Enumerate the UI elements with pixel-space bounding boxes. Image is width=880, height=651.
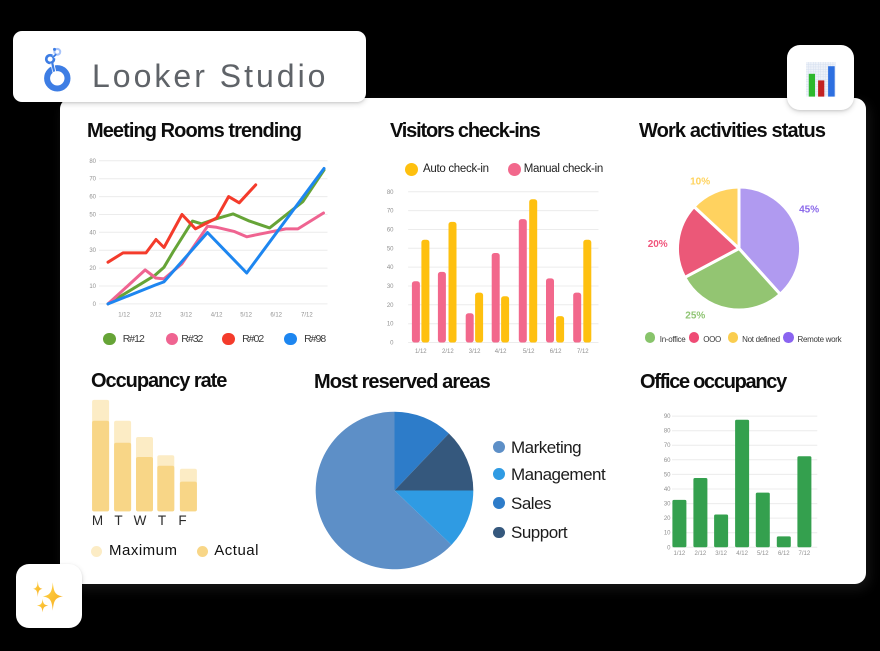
svg-text:T: T — [158, 513, 166, 528]
svg-text:5/12: 5/12 — [523, 349, 535, 355]
svg-text:50: 50 — [89, 213, 96, 219]
svg-text:20: 20 — [387, 303, 394, 309]
svg-text:6/12: 6/12 — [550, 349, 562, 355]
svg-text:5/12: 5/12 — [757, 551, 769, 557]
svg-text:4/12: 4/12 — [211, 312, 223, 318]
svg-text:2/12: 2/12 — [442, 349, 454, 355]
svg-text:50: 50 — [664, 472, 671, 478]
svg-text:45%: 45% — [799, 204, 819, 215]
svg-text:7/12: 7/12 — [799, 551, 811, 557]
svg-text:2/12: 2/12 — [150, 312, 162, 318]
svg-text:40: 40 — [387, 265, 394, 271]
svg-text:1/12: 1/12 — [118, 312, 130, 318]
svg-text:70: 70 — [387, 209, 394, 215]
svg-text:0: 0 — [667, 545, 671, 551]
svg-text:W: W — [134, 513, 147, 528]
svg-text:M: M — [92, 513, 103, 528]
svg-text:0: 0 — [390, 341, 394, 347]
svg-text:3/12: 3/12 — [180, 312, 192, 318]
svg-text:1/12: 1/12 — [674, 551, 686, 557]
svg-text:F: F — [178, 513, 186, 528]
svg-text:50: 50 — [387, 246, 394, 252]
svg-text:60: 60 — [387, 228, 394, 234]
svg-text:30: 30 — [89, 248, 96, 254]
svg-text:5/12: 5/12 — [240, 312, 252, 318]
svg-text:6/12: 6/12 — [778, 551, 790, 557]
svg-text:80: 80 — [89, 159, 96, 165]
svg-text:80: 80 — [387, 190, 394, 196]
svg-text:20: 20 — [89, 266, 96, 272]
svg-text:70: 70 — [89, 177, 96, 183]
svg-text:20: 20 — [664, 516, 671, 522]
svg-text:20%: 20% — [648, 239, 668, 250]
svg-text:30: 30 — [387, 284, 394, 290]
svg-text:90: 90 — [664, 414, 671, 420]
svg-text:80: 80 — [664, 429, 671, 435]
svg-text:1/12: 1/12 — [415, 349, 427, 355]
svg-text:30: 30 — [664, 502, 671, 508]
svg-text:2/12: 2/12 — [695, 551, 707, 557]
svg-text:60: 60 — [664, 458, 671, 464]
svg-text:10: 10 — [664, 531, 671, 537]
svg-text:7/12: 7/12 — [577, 349, 589, 355]
svg-text:60: 60 — [89, 195, 96, 201]
svg-text:4/12: 4/12 — [736, 551, 748, 557]
svg-text:3/12: 3/12 — [715, 551, 727, 557]
svg-text:7/12: 7/12 — [301, 312, 313, 318]
svg-text:25%: 25% — [685, 310, 705, 321]
svg-text:4/12: 4/12 — [495, 349, 507, 355]
svg-text:3/12: 3/12 — [469, 349, 481, 355]
svg-text:10: 10 — [89, 284, 96, 290]
svg-text:40: 40 — [664, 487, 671, 493]
svg-text:10: 10 — [387, 322, 394, 328]
svg-text:T: T — [114, 513, 122, 528]
svg-text:10%: 10% — [690, 176, 710, 187]
svg-text:6/12: 6/12 — [270, 312, 282, 318]
svg-text:40: 40 — [89, 230, 96, 236]
svg-text:0: 0 — [93, 302, 97, 308]
svg-text:70: 70 — [664, 443, 671, 449]
